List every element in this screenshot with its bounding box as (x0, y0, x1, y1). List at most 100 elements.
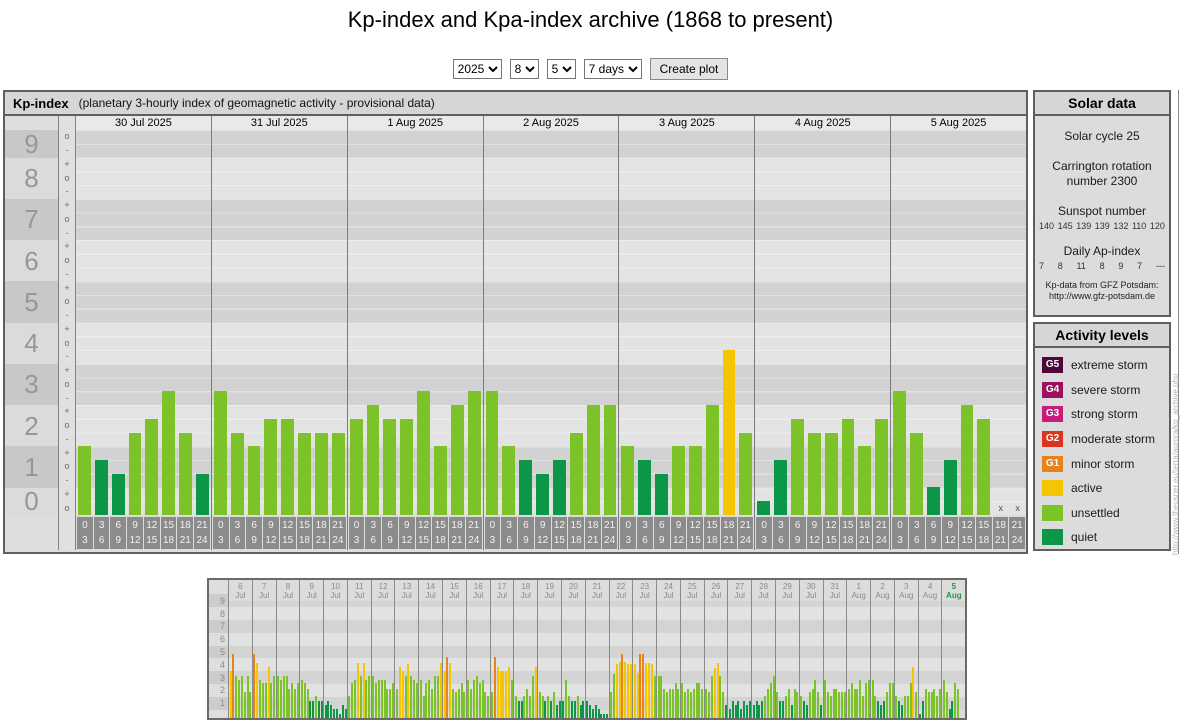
overview-day-label: 29 Jul (782, 582, 793, 600)
overview-kp-bar (874, 696, 877, 718)
overview-kp-bar (772, 675, 775, 718)
overview-kp-bar (407, 664, 410, 718)
overview-kp-bar (657, 675, 660, 718)
overview-kp-bar (288, 688, 291, 718)
overview-kp-bar (419, 679, 422, 718)
kp-bar (128, 432, 142, 515)
range-select[interactable]: 7 days (583, 59, 642, 79)
y-subtick-label: + (64, 447, 70, 458)
sunspot-value: 120 (1149, 221, 1165, 231)
kp-source-note: Kp-data from GFZ Potsdam: http://www.gfz… (1045, 280, 1159, 301)
y-subtick-label: o (64, 502, 70, 513)
overview-kp-bar (582, 701, 585, 718)
legend-color-chip: G2 (1042, 431, 1063, 448)
y-axis-band (5, 446, 58, 488)
day-date-label: 4 Aug 2025 (794, 117, 851, 129)
year-select[interactable]: 2025 (452, 59, 502, 79)
overview-day-label: 14 Jul (425, 582, 436, 600)
hour-label: 18 21 (720, 517, 737, 549)
y-axis-number: 3 (24, 369, 39, 400)
overview-kp-bar (253, 654, 256, 718)
day-date-label: 2 Aug 2025 (523, 117, 579, 129)
overview-kp-bar (312, 701, 315, 718)
y-subtick-label: - (65, 227, 69, 238)
overview-kp-bar (282, 675, 285, 718)
overview-kp-bar (701, 688, 704, 718)
overview-kp-bar (558, 701, 561, 718)
kp-bar (94, 460, 108, 515)
hour-label: 15 18 (839, 517, 856, 549)
overview-kp-bar (817, 692, 820, 718)
day-column: 5 Aug 2025 x x 0 3 3 6 6 9 9 12 12 15 15 18 18 21 21 24 (890, 116, 1026, 550)
overview-kp-bar (401, 670, 404, 718)
y-axis-number: 5 (24, 286, 39, 317)
kp-bar (366, 404, 380, 515)
overview-axis-band (209, 594, 228, 608)
kp-bar (145, 418, 159, 515)
overview-day-column: 10 Jul (323, 580, 347, 718)
overview-kp-bar (410, 675, 413, 718)
overview-kp-bar (898, 701, 901, 718)
hour-label-row: 0 3 3 6 6 9 9 12 12 15 15 18 18 21 21 24 (76, 517, 211, 549)
y-subtick-label: + (64, 200, 70, 211)
overview-kp-bar (487, 696, 490, 718)
kp-bar (926, 487, 940, 515)
solar-data-title: Solar data (1035, 92, 1169, 116)
month-select[interactable]: 8 (509, 59, 539, 79)
kp-bar (536, 473, 549, 515)
kp-bar (417, 391, 430, 515)
legend-item-label: unsettled (1071, 505, 1120, 520)
overview-kp-bar (240, 675, 243, 718)
overview-day-label: 26 Jul (710, 582, 722, 600)
kp-y-axis: 9 8 7 6 5 4 3 2 1 0 (5, 116, 59, 550)
overview-kp-bar (261, 683, 264, 718)
overview-kp-bar (463, 692, 466, 718)
hour-label: 12 15 (279, 517, 296, 549)
legend-item-label: active (1071, 481, 1103, 496)
overview-kp-bar (660, 675, 663, 718)
legend-item-label: severe storm (1071, 382, 1141, 397)
overview-kp-bar (737, 701, 740, 718)
overview-kp-bar (948, 709, 951, 718)
kp-bar (943, 460, 957, 515)
overview-kp-bar (249, 692, 252, 718)
kp-bar (281, 418, 295, 515)
overview-kp-bar (511, 679, 514, 718)
overview-kp-bar (309, 701, 312, 718)
overview-y-number: 3 (219, 672, 225, 683)
hour-label: 21 24 (465, 517, 482, 549)
overview-kp-bar (936, 696, 939, 718)
day-select[interactable]: 5 (546, 59, 576, 79)
y-axis-number: 2 (24, 410, 39, 441)
legend-item-label: moderate storm (1071, 432, 1156, 447)
overview-kp-bar (919, 714, 922, 718)
kp-panel-subtitle: (planetary 3-hourly index of geomagnetic… (78, 96, 435, 110)
overview-kp-bar (573, 701, 576, 718)
hour-label: 18 21 (177, 517, 194, 549)
overview-y-number: 5 (219, 647, 225, 657)
overview-kp-bar (761, 701, 764, 718)
overview-kp-bar (365, 679, 368, 718)
activity-levels-panel: Activity levels G5 extreme storm G4 severe … (1033, 322, 1171, 551)
overview-kp-bar (481, 679, 484, 718)
overview-kp-bar (570, 701, 573, 718)
overview-kp-bar (544, 701, 547, 718)
create-plot-button[interactable]: Create plot (649, 58, 729, 80)
hour-label: 15 18 (432, 517, 449, 549)
overview-kp-bar (267, 666, 270, 718)
activity-levels-title: Activity levels (1035, 324, 1169, 348)
hour-label: 12 15 (823, 517, 839, 549)
hour-label: 9 12 (263, 517, 279, 549)
overview-day-label: 9 Jul (306, 582, 317, 600)
overview-kp-bar (229, 670, 232, 718)
kp-bar (586, 404, 600, 515)
overview-kp-bar (422, 696, 425, 718)
hour-label: 21 24 (194, 517, 210, 549)
overview-kp-bar (389, 688, 392, 718)
overview-kp-bar (951, 701, 954, 718)
overview-kp-bar (612, 674, 615, 718)
